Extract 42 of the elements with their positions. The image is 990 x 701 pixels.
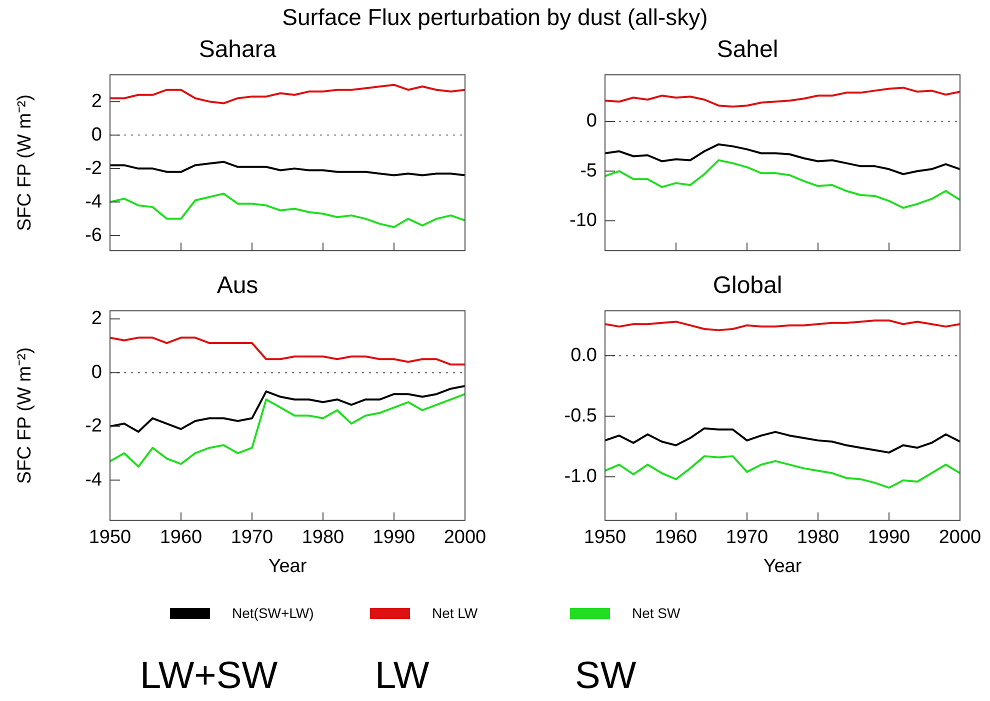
x-tick-label: 1960 [654, 527, 698, 548]
text: LW+SW [140, 655, 279, 698]
chart-title: Aus [216, 272, 258, 300]
y-tick-label: 2 [91, 90, 102, 112]
legend-label: Net(SW+LW) [232, 605, 314, 621]
x-tick-label: 1980 [796, 527, 840, 548]
x-tick-label: 1960 [160, 527, 202, 548]
text: SW [575, 655, 638, 698]
y-tick-label: 0 [91, 124, 102, 146]
x-tick-label: 1950 [88, 527, 132, 548]
x-tick-label: 2000 [444, 527, 486, 548]
y-tick-label: -4 [85, 191, 102, 212]
legend-label: Net LW [432, 605, 478, 621]
y-tick-label: 0 [586, 110, 597, 132]
y-tick-label: -1.0 [564, 466, 597, 488]
text: Surface Flux perturbation by dust (all-sky) [281, 4, 709, 31]
legend-label: Net SW [632, 605, 680, 621]
y-tick-label: 0.0 [570, 344, 597, 366]
y-tick-label: 2 [91, 308, 102, 330]
chart-title: Sahel [716, 36, 778, 64]
x-tick-label: 1970 [726, 527, 768, 548]
x-axis-title: Year [268, 556, 308, 577]
y-tick-label: -10 [570, 210, 597, 232]
chart-title: Global [712, 272, 782, 300]
y-tick-label: -2 [85, 416, 102, 437]
x-tick-label: 2000 [938, 527, 982, 548]
y-tick-label: 0 [91, 362, 102, 383]
x-tick-label: 1970 [230, 527, 274, 548]
x-tick-label: 1980 [302, 527, 344, 548]
y-tick-label: -4 [85, 469, 102, 490]
y-tick-label: -0.5 [564, 405, 597, 426]
text: LW [375, 655, 430, 698]
y-tick-label: -5 [580, 160, 597, 182]
y-axis-title: SFC FP (W m⁻²) [14, 347, 36, 484]
x-tick-label: 1950 [584, 527, 626, 548]
y-axis-title: SFC FP (W m⁻²) [14, 94, 36, 231]
x-tick-label: 1990 [868, 527, 910, 548]
y-tick-label: -6 [85, 224, 102, 246]
x-tick-label: 1990 [372, 527, 416, 548]
chart-title: Sahara [198, 36, 277, 64]
x-axis-title: Year [763, 556, 802, 577]
y-tick-label: -2 [85, 158, 102, 179]
